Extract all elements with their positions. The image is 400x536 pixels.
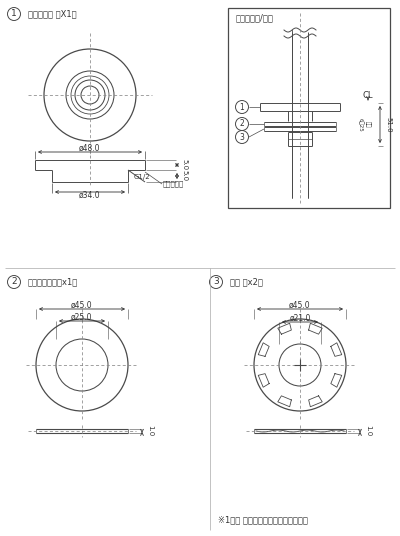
Text: ø25.0: ø25.0 (71, 312, 93, 322)
Bar (228, 8, 390, 208)
Text: 取付例（１/２）: 取付例（１/２） (236, 13, 274, 23)
Text: ø34.0: ø34.0 (79, 190, 101, 199)
Text: 座金 （x2）: 座金 （x2） (230, 278, 263, 287)
Text: 2: 2 (240, 120, 244, 129)
Text: ø45.0: ø45.0 (71, 301, 93, 309)
Text: ø45.0: ø45.0 (289, 301, 311, 309)
Text: アダプター （X1）: アダプター （X1） (28, 10, 77, 19)
Text: ※1　（ ）内寸法は参考寸法である。: ※1 （ ）内寸法は参考寸法である。 (218, 516, 308, 525)
Text: 2: 2 (11, 278, 17, 287)
Text: CL: CL (363, 91, 373, 100)
Text: 1: 1 (240, 102, 244, 111)
Text: ゴムパッキン（x1）: ゴムパッキン（x1） (28, 278, 78, 287)
Text: 1.0: 1.0 (147, 426, 153, 437)
Text: 3: 3 (240, 132, 244, 142)
Text: 板厚
6〜25: 板厚 6〜25 (358, 117, 370, 131)
Text: 51.0: 51.0 (385, 117, 391, 132)
Text: ø48.0: ø48.0 (79, 144, 101, 153)
Text: G1/2: G1/2 (134, 174, 151, 180)
Text: 1: 1 (11, 10, 17, 19)
Text: ø21.0: ø21.0 (289, 314, 311, 323)
Text: 合面シート: 合面シート (163, 181, 184, 187)
Text: 5.0: 5.0 (181, 159, 187, 170)
Text: 3: 3 (213, 278, 219, 287)
Text: 5.0: 5.0 (181, 170, 187, 182)
Text: 1.0: 1.0 (365, 426, 371, 437)
